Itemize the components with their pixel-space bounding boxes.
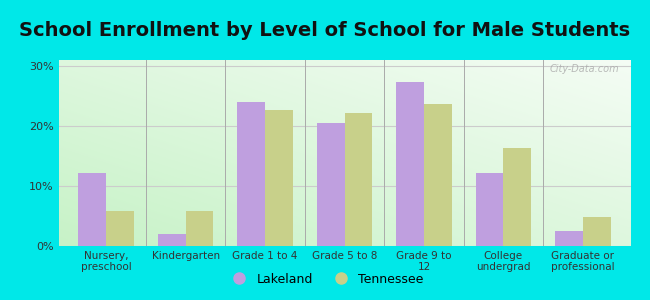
Bar xyxy=(79,173,106,246)
Legend: Lakeland, Tennessee: Lakeland, Tennessee xyxy=(222,268,428,291)
Text: School Enrollment by Level of School for Male Students: School Enrollment by Level of School for… xyxy=(20,21,630,40)
Bar xyxy=(396,82,424,246)
Bar xyxy=(583,217,610,246)
Text: City-Data.com: City-Data.com xyxy=(549,64,619,74)
Bar xyxy=(237,102,265,246)
Bar xyxy=(476,173,503,246)
Bar xyxy=(158,234,186,246)
Bar xyxy=(317,123,345,246)
Bar xyxy=(344,113,372,246)
Bar xyxy=(555,231,583,246)
Bar xyxy=(106,211,134,246)
Bar xyxy=(186,211,213,246)
Bar xyxy=(265,110,293,246)
Bar xyxy=(424,104,452,246)
Bar xyxy=(503,148,531,246)
